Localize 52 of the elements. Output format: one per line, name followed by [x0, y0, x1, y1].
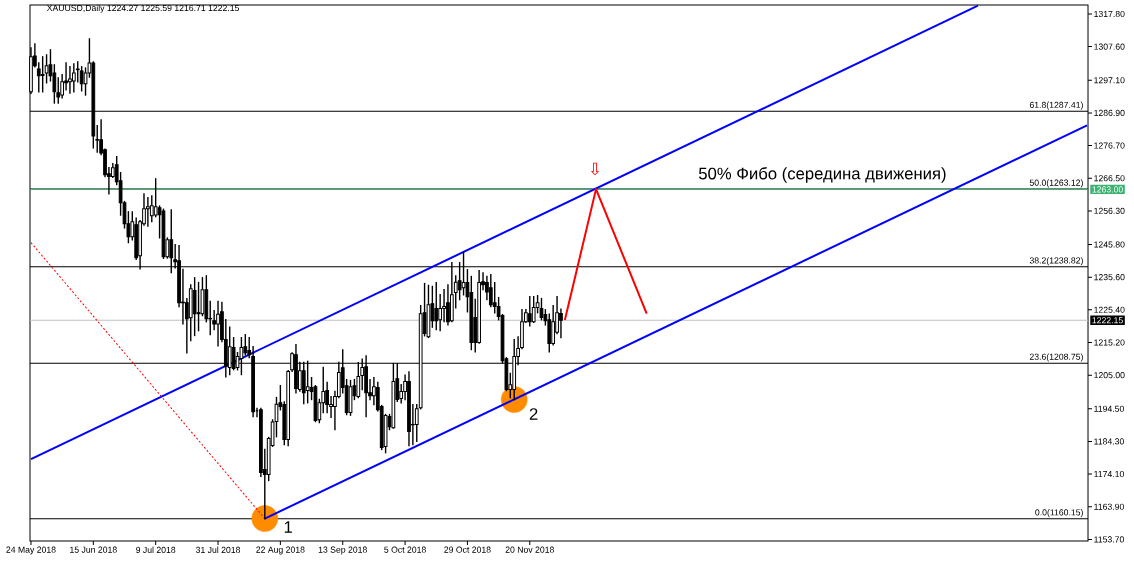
x-tick-label: 9 Jul 2018	[136, 546, 176, 553]
candlestick	[192, 277, 197, 337]
ref-line-label: 1263.00	[1092, 186, 1123, 193]
ref-line-label: 50.0(1263.12)	[1029, 179, 1083, 188]
y-tick-label: 1163.90	[1094, 503, 1124, 510]
annotation: ⇩	[590, 162, 600, 176]
x-tick-label: 15 Jun 2018	[70, 546, 117, 553]
y-tick-label: 1174.10	[1094, 471, 1124, 478]
candlestick	[71, 63, 76, 93]
ref-line-label: 23.6(1208.75)	[1029, 353, 1083, 362]
x-tick-label: 22 Aug 2018	[256, 546, 305, 555]
x-tick-label: 5 Oct 2018	[384, 546, 426, 553]
ref-line-label: 0.0(1160.15)	[1035, 509, 1083, 518]
candlestick	[231, 336, 236, 371]
y-tick-label: 1307.60	[1094, 43, 1125, 50]
ref-line-label: 38.2(1238.82)	[1029, 257, 1083, 266]
annotation: 1	[284, 521, 292, 533]
candlestick	[559, 308, 563, 339]
candlestick	[531, 295, 536, 324]
candlestick	[216, 300, 220, 347]
y-tick-label: 1276.70	[1094, 142, 1125, 149]
candlestick	[434, 281, 439, 331]
y-tick-label: 1286.90	[1094, 109, 1125, 116]
candlestick	[539, 297, 544, 321]
ref-line-label: 61.8(1287.41)	[1029, 101, 1083, 110]
y-tick-label: 1297.10	[1094, 77, 1125, 84]
chart-title: XAUUSD,Daily 1224.27 1225.59 1216.71 1222.15	[46, 4, 240, 13]
y-tick-label: 1205.00	[1094, 372, 1125, 379]
candlestick	[40, 56, 45, 93]
candlestick	[79, 66, 84, 92]
annotation: 50% Фибо (середина движения)	[698, 167, 946, 183]
x-tick-label: 20 Nov 2018	[505, 546, 554, 553]
y-tick-label: 1235.60	[1094, 274, 1125, 281]
candlestick	[146, 197, 150, 227]
y-tick-label: 1184.30	[1094, 438, 1124, 445]
candlestick	[68, 66, 72, 94]
candlestick	[44, 54, 49, 84]
candlestick	[196, 281, 201, 332]
y-tick-label: 1266.50	[1094, 175, 1125, 182]
x-tick-label: 31 Jul 2018	[195, 546, 241, 553]
x-tick-label: 24 May 2018	[6, 546, 56, 555]
y-tick-label: 1153.70	[1094, 536, 1124, 543]
y-tick-label: 1194.50	[1094, 405, 1124, 412]
x-tick-label: 29 Oct 2018	[444, 546, 491, 553]
y-tick-label: 1225.40	[1094, 306, 1125, 313]
y-tick-label: 1245.80	[1094, 241, 1125, 248]
y-tick-label: 1215.20	[1094, 339, 1125, 346]
y-tick-label: 1256.30	[1094, 207, 1125, 214]
x-tick-label: 13 Sep 2018	[318, 546, 367, 555]
ref-line-label: 1222.15	[1092, 317, 1123, 324]
y-tick-label: 1317.80	[1094, 10, 1125, 18]
annotation: 2	[529, 408, 538, 420]
